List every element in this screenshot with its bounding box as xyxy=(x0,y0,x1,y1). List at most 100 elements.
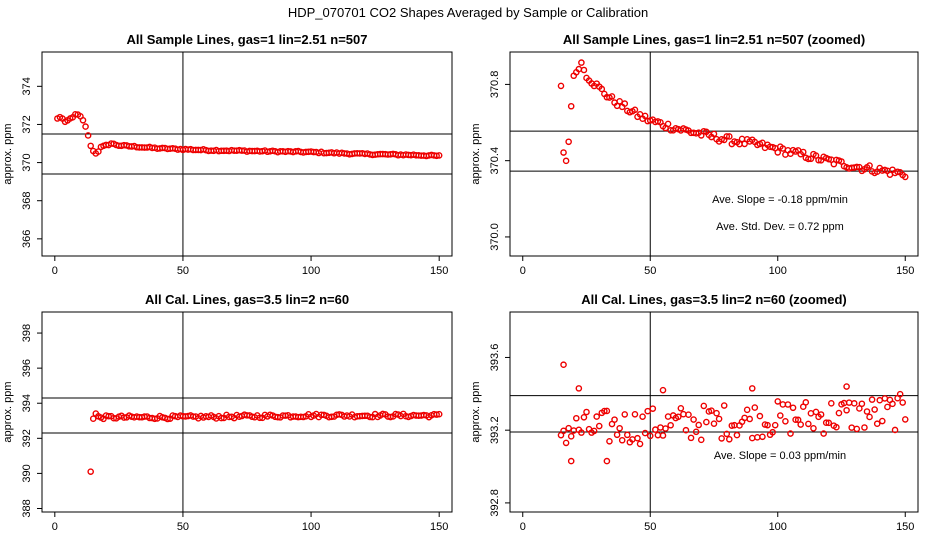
data-point xyxy=(82,123,89,130)
data-point xyxy=(817,411,825,418)
data-point xyxy=(899,399,907,406)
data-point xyxy=(218,414,225,422)
data-point xyxy=(866,413,873,421)
data-point xyxy=(764,421,771,429)
data-point xyxy=(433,152,440,160)
data-point xyxy=(79,116,87,124)
data-point xyxy=(84,132,92,139)
data-point xyxy=(769,428,776,436)
data-point xyxy=(89,415,97,423)
data-point xyxy=(611,416,618,423)
y-tick-label: 366 xyxy=(21,230,33,248)
data-point xyxy=(664,413,672,420)
data-point xyxy=(850,400,858,407)
data-point xyxy=(433,411,440,418)
data-point xyxy=(595,422,603,430)
y-tick-label: 368 xyxy=(21,192,33,210)
data-point xyxy=(896,390,904,398)
data-point xyxy=(590,427,598,435)
data-point xyxy=(715,415,723,423)
data-point xyxy=(580,66,588,74)
data-point xyxy=(799,148,807,156)
data-point xyxy=(723,133,731,140)
data-point xyxy=(621,411,629,418)
plot-frame xyxy=(509,51,919,257)
data-point xyxy=(728,422,736,429)
data-point xyxy=(567,102,575,110)
y-tick-label: 370 xyxy=(21,153,33,171)
data-point xyxy=(565,138,572,146)
data-point xyxy=(687,434,695,442)
data-point xyxy=(616,97,623,105)
data-point xyxy=(578,59,585,66)
x-tick-label: 50 xyxy=(644,521,656,533)
y-tick-label: 396 xyxy=(21,359,33,377)
data-point xyxy=(868,396,876,403)
data-point xyxy=(675,413,682,421)
data-point xyxy=(889,400,896,408)
data-point xyxy=(662,425,669,432)
y-axis-label: approx. ppm xyxy=(470,123,482,184)
data-point xyxy=(560,427,567,435)
y-tick-label: 392.8 xyxy=(489,489,501,517)
data-point xyxy=(649,405,657,412)
x-tick-label: 0 xyxy=(52,521,58,533)
plot-frame xyxy=(509,311,919,513)
data-point xyxy=(810,424,817,432)
data-point xyxy=(657,424,664,431)
chart-title: All Cal. Lines, gas=3.5 lin=2 n=60 xyxy=(145,292,349,307)
data-point xyxy=(680,410,687,418)
data-point xyxy=(777,412,784,419)
data-point xyxy=(616,424,623,432)
data-point xyxy=(794,416,802,424)
data-point xyxy=(575,385,583,392)
data-point xyxy=(562,157,570,165)
data-point xyxy=(659,386,667,394)
plot-frame xyxy=(41,51,453,257)
data-point xyxy=(95,148,102,155)
data-point xyxy=(792,416,799,424)
data-point xyxy=(659,432,667,439)
chart-annotation: Ave. Slope = -0.18 ppm/min xyxy=(712,194,848,206)
data-point xyxy=(634,434,641,442)
chart-panel-1: All Sample Lines, gas=1 lin=2.51 n=507 ap… xyxy=(2,32,453,277)
x-tick-label: 150 xyxy=(430,521,448,533)
data-point xyxy=(805,420,812,428)
y-tick-label: 374 xyxy=(21,77,33,95)
data-point xyxy=(164,415,171,423)
data-point xyxy=(613,431,621,439)
data-point xyxy=(853,425,861,433)
data-point xyxy=(723,430,731,438)
data-point xyxy=(631,106,639,114)
data-point xyxy=(822,419,830,427)
data-point xyxy=(636,440,644,448)
data-point xyxy=(562,439,570,447)
data-point xyxy=(565,424,572,432)
data-point xyxy=(621,100,629,107)
data-point xyxy=(435,410,443,418)
y-tick-label: 390 xyxy=(21,464,33,482)
data-point xyxy=(820,430,827,437)
data-point xyxy=(774,149,782,156)
data-point xyxy=(560,361,567,369)
data-point xyxy=(677,405,685,412)
data-point xyxy=(812,408,820,416)
data-point xyxy=(748,385,756,392)
data-point xyxy=(845,399,853,406)
x-tick-label: 150 xyxy=(430,265,448,277)
data-point xyxy=(573,414,580,422)
data-point xyxy=(901,416,909,423)
data-point xyxy=(884,403,891,411)
data-point xyxy=(593,413,601,420)
data-point xyxy=(583,408,590,416)
y-tick-label: 394 xyxy=(21,394,33,412)
x-tick-label: 50 xyxy=(177,521,189,533)
data-point xyxy=(771,421,779,429)
data-point xyxy=(710,130,718,138)
data-point xyxy=(843,406,850,414)
data-point xyxy=(787,430,794,437)
data-point xyxy=(748,434,756,442)
data-point xyxy=(853,163,861,171)
data-point xyxy=(726,435,733,443)
